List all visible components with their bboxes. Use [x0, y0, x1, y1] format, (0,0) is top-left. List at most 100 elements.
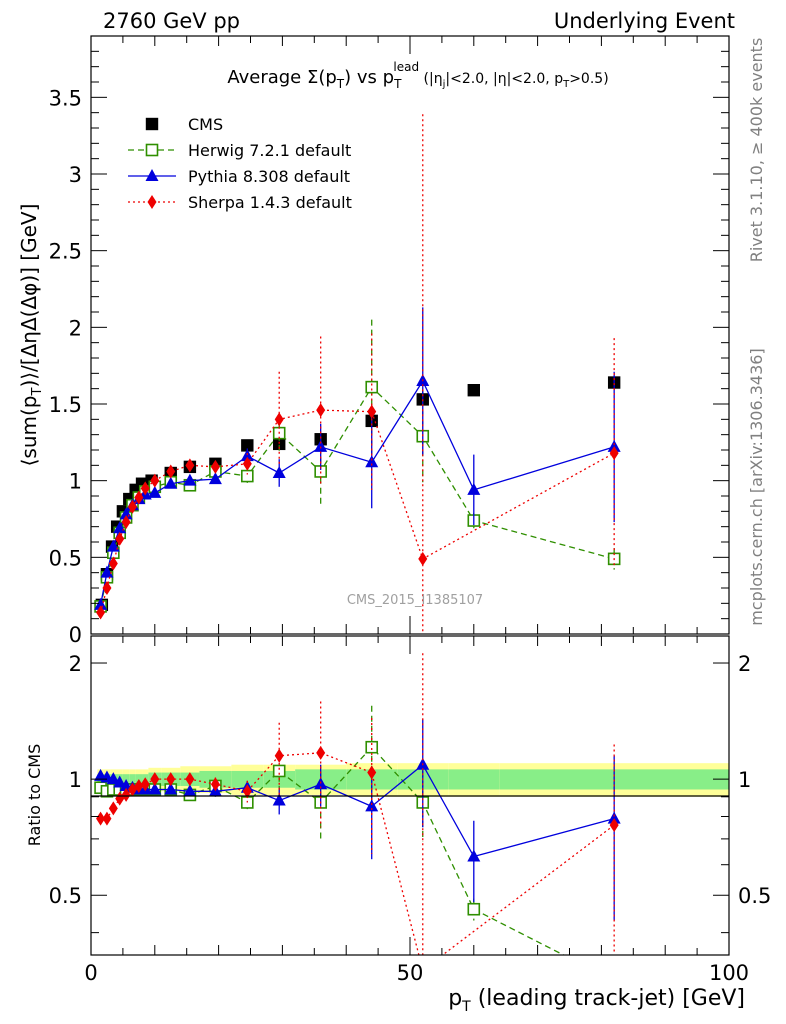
ratio-point [96, 811, 106, 826]
ratio-point [210, 777, 220, 792]
main-frame [90, 35, 730, 635]
legend: CMS Herwig 7.2.1 default Pythia 8.308 defa… [128, 115, 352, 212]
data-point [94, 597, 108, 610]
ratio-point [106, 772, 120, 785]
ratio-ytick-label-right: 0.5 [738, 884, 771, 908]
data-point [272, 466, 286, 478]
ratio-ytick-label-left: 1 [69, 768, 82, 792]
ratio-series-0 [94, 705, 565, 955]
header-right: Underlying Event [554, 9, 735, 33]
ratio-point [150, 772, 160, 787]
header-left: 2760 GeV pp [103, 9, 240, 33]
main-title: Average Σ(pT) vs pTlead (|ηj|<2.0, |η|<2… [227, 60, 608, 91]
data-point [208, 472, 222, 485]
data-point [241, 469, 254, 483]
ratio-point [274, 748, 284, 763]
x-tick-label: 0 [84, 961, 97, 985]
watermark: CMS_2015_I1385107 [347, 593, 483, 608]
ratio-series-layer [94, 653, 621, 955]
data-point [102, 581, 112, 595]
x-tick-label: 50 [397, 961, 424, 985]
ratio-point [316, 745, 326, 760]
data-point [241, 439, 254, 452]
main-ytick-label: 1.5 [49, 393, 82, 417]
ratio-ytick-label-right: 1 [738, 768, 751, 792]
data-point [240, 449, 254, 462]
ratio-point [365, 740, 379, 754]
data-point [100, 565, 114, 578]
series-line [99, 386, 615, 607]
data-point [273, 437, 286, 451]
data-point [367, 404, 377, 419]
uncertainty-band-stat [231, 770, 264, 788]
data-point [314, 439, 328, 452]
data-point [185, 458, 195, 473]
data-point [115, 531, 125, 546]
ratio-point [102, 811, 112, 826]
ratio-point [609, 818, 619, 833]
legend-marker [145, 117, 159, 131]
ratio-series-1 [94, 719, 621, 921]
mcplots-label: mcplots.cern.ch [arXiv:1306.3436] [747, 348, 766, 625]
data-point [166, 464, 176, 479]
rivet-label: Rivet 3.1.10, ≥ 400k events [747, 38, 766, 263]
data-point [609, 446, 619, 461]
legend-marker [145, 169, 159, 181]
x-tick-label: 100 [709, 961, 749, 985]
main-panel: CMS_2015_I1385107 0 0.5 1 1.5 2 2.5 3 3.5 Avera… [17, 35, 730, 647]
main-series-layer [94, 114, 621, 634]
ratio-frame [90, 635, 730, 956]
main-ytick-label: 1 [69, 470, 82, 494]
data-point [140, 481, 150, 496]
data-point [210, 459, 220, 474]
x-axis-label: pT (leading track-jet) [GeV] [448, 986, 745, 1015]
ratio-ytick-label-left: 2 [69, 652, 82, 676]
data-point [365, 380, 379, 394]
ratio-point [183, 784, 197, 797]
legend-marker [147, 195, 157, 209]
series-line [99, 409, 615, 613]
data-point [316, 403, 326, 418]
ratio-point [467, 849, 481, 862]
ratio-point [166, 772, 176, 787]
data-point [607, 439, 621, 452]
data-point [418, 551, 428, 566]
data-point [150, 473, 160, 488]
main-ytick-label: 3 [69, 163, 82, 187]
ratio-ytick-label-right: 2 [738, 652, 751, 676]
uncertainty-band-stat [448, 769, 500, 790]
main-ytick-label: 0.5 [49, 546, 82, 570]
data-point [108, 556, 118, 571]
main-ytick-label: 3.5 [49, 86, 82, 110]
series-line [99, 379, 615, 605]
ratio-ylabel: Ratio to CMS [25, 744, 44, 846]
data-point [96, 605, 106, 620]
ratio-point [242, 784, 252, 799]
ratio-point [108, 801, 118, 816]
ratio-point [607, 811, 621, 824]
data-point [148, 485, 162, 498]
data-point [183, 473, 197, 486]
data-point [164, 476, 178, 489]
ratio-point [121, 787, 131, 802]
main-series-3 [96, 114, 619, 634]
data-point [127, 499, 137, 514]
main-series-2 [94, 307, 621, 610]
data-point [274, 412, 284, 427]
main-ylabel: ⟨sum(pT)⟩/[ΔηΔ(Δφ)] [GeV] [17, 204, 45, 467]
data-point [467, 384, 480, 397]
ratio-point [134, 778, 144, 793]
uncertainty-band-stat [129, 774, 136, 785]
data-point [134, 490, 144, 505]
main-ytick-label: 2 [69, 316, 82, 340]
data-point [121, 515, 131, 530]
ratio-panel: 0 50 100 0.5 0.5 1 1 2 2 Ratio to CMS [25, 635, 771, 985]
ratio-point [272, 764, 286, 778]
main-series-1 [94, 319, 621, 613]
ratio-point [185, 772, 195, 787]
legend-marker [145, 143, 159, 157]
ratio-point [140, 777, 150, 792]
ratio-point [113, 775, 127, 788]
ratio-point [367, 765, 377, 780]
